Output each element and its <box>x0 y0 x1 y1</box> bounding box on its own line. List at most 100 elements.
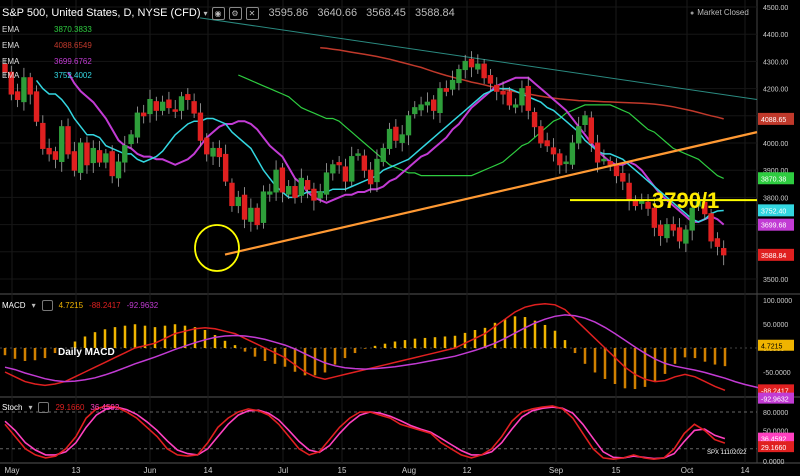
macd-header[interactable]: MACD ▾ 4.7215 -88.2417 -92.9632 <box>2 300 158 311</box>
macd-signal-line <box>4 314 786 394</box>
candle-body <box>65 126 71 155</box>
candle-body <box>2 63 8 73</box>
candle-body <box>601 158 607 162</box>
ema-name: EMA <box>2 41 20 50</box>
price-tick-label: 3800.00 <box>763 195 788 202</box>
dropdown-arrow-icon[interactable]: ▾ <box>31 301 36 310</box>
candle-body <box>437 88 443 114</box>
candle-body <box>620 172 626 182</box>
candle-body <box>84 142 90 166</box>
candle-body <box>405 115 412 136</box>
candle-body <box>122 145 128 163</box>
candle-body <box>702 201 708 215</box>
candle-body <box>626 182 632 201</box>
candle-body <box>506 91 513 106</box>
stoch-value-text: 36.4592 <box>761 437 786 444</box>
candle-body <box>512 104 519 108</box>
time-axis[interactable]: May 13 Jun 14 Jul 15 Aug 12 Sep 15 Oct 14 <box>4 466 750 475</box>
stoch-header[interactable]: Stoch ▾ 29.1660 36.4592 <box>2 402 119 413</box>
candle-body <box>664 224 670 239</box>
ema-legend-row[interactable]: EMA 3752.4002 <box>2 70 92 81</box>
ema-name: EMA <box>2 71 20 80</box>
stoch-name: Stoch <box>2 403 23 412</box>
time-tick-label: Aug <box>402 466 416 475</box>
candle-body <box>241 194 248 220</box>
stoch-tick-label: 0.0000 <box>763 459 785 466</box>
candle-body <box>481 63 487 79</box>
price-label-box <box>758 204 794 217</box>
candle-body <box>538 126 544 144</box>
candle-body <box>285 186 292 195</box>
candle-body <box>412 107 418 115</box>
candle-body <box>27 77 33 95</box>
candle-body <box>645 201 651 209</box>
close-icon[interactable]: ✕ <box>245 6 259 20</box>
stoch-tick-label: 50.0000 <box>763 428 788 435</box>
stoch-d-line <box>4 406 726 460</box>
visibility-icon[interactable] <box>41 300 53 311</box>
settings-icon[interactable]: ⚙ <box>228 6 242 20</box>
upper-trendline <box>199 17 758 100</box>
price-label-text: 3588.84 <box>761 253 786 260</box>
macd-panel[interactable] <box>0 303 786 394</box>
candle-body <box>519 88 525 106</box>
symbol-title[interactable]: S&P 500, United States, D, NYSE (CFD) ▾ <box>2 7 208 19</box>
candle-body <box>166 99 172 109</box>
symbol-title-text: S&P 500, United States, D, NYSE (CFD) <box>2 7 201 19</box>
ema-legend-row[interactable]: EMA 3699.6762 <box>2 56 92 67</box>
candle-body <box>197 112 204 141</box>
close-value: 3588.84 <box>414 7 455 19</box>
candle-body <box>670 224 676 231</box>
price-label-box <box>758 112 794 125</box>
candle-body <box>475 63 481 70</box>
ema-value: 4088.6549 <box>54 41 92 50</box>
stoch-value-text: 29.1660 <box>761 445 786 452</box>
price-label-text: 3870.38 <box>761 176 786 183</box>
candle-body <box>260 191 267 223</box>
macd-value-box <box>758 384 794 396</box>
price-label-box <box>758 218 794 231</box>
candle-body <box>279 167 286 193</box>
ema-fast-line <box>35 79 724 223</box>
price-panel[interactable] <box>2 17 758 272</box>
candle-body <box>355 153 361 156</box>
visibility-icon[interactable] <box>38 402 50 413</box>
candle-body <box>720 248 727 256</box>
stoch-panel[interactable] <box>0 405 757 461</box>
price-axis[interactable]: 4500.004400.004300.004200.004100.004000.… <box>758 5 794 466</box>
candle-body <box>254 207 260 226</box>
macd-value-box <box>758 339 794 351</box>
candle-body <box>430 99 437 111</box>
ema-legend-row[interactable]: EMA 3870.3833 <box>2 24 92 35</box>
stoch-tick-label: 80.0000 <box>763 410 788 417</box>
high-value: 3640.66 <box>317 7 358 19</box>
price-tick-label: 4400.00 <box>763 32 788 39</box>
candle-body <box>229 182 235 207</box>
ema-slow-line <box>238 74 724 179</box>
macd-value-2: -88.2417 <box>89 301 121 310</box>
visibility-icon[interactable]: ◉ <box>211 6 225 20</box>
candle-body <box>613 164 620 177</box>
price-tick-label: 4300.00 <box>763 59 788 66</box>
candle-body <box>71 151 78 171</box>
candle-body <box>40 122 46 149</box>
candle-body <box>103 153 109 163</box>
candle-body <box>248 207 254 222</box>
macd-annotation: Daily MACD <box>58 347 115 358</box>
candle-body <box>323 172 330 195</box>
highlight-circle <box>194 224 240 272</box>
price-tick-label: 3500.00 <box>763 277 788 284</box>
candle-body <box>235 196 241 207</box>
dropdown-arrow-icon[interactable]: ▾ <box>203 8 208 18</box>
macd-value-text: 4.7215 <box>761 344 783 351</box>
candle-body <box>273 169 279 193</box>
candle-body <box>456 69 462 84</box>
dropdown-arrow-icon[interactable]: ▾ <box>28 403 33 412</box>
candle-body <box>172 109 178 112</box>
ema-legend-row[interactable]: EMA 4088.6549 <box>2 40 92 51</box>
candle-body <box>336 162 342 166</box>
price-tick-label: 4500.00 <box>763 5 788 12</box>
price-label-text: 3752.40 <box>761 208 786 215</box>
candle-body <box>90 147 96 164</box>
